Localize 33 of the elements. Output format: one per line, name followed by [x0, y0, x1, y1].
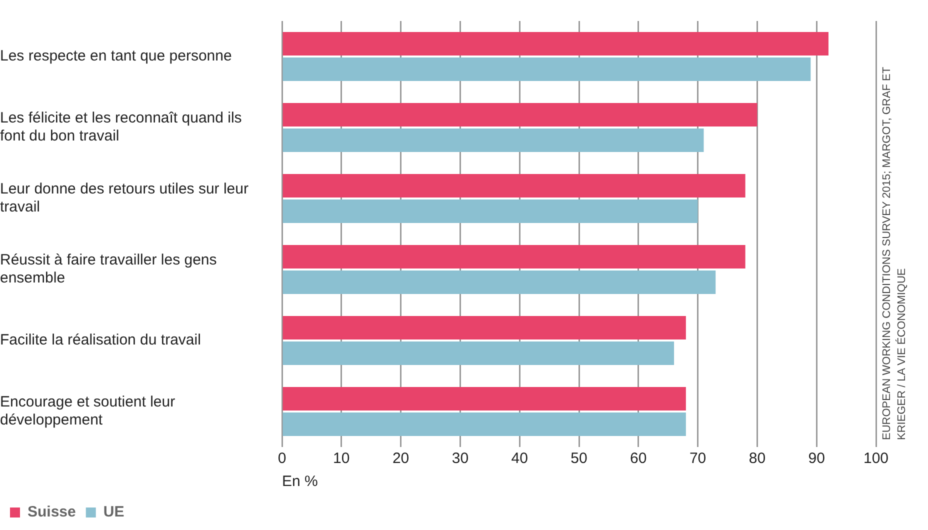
x-tick-label: 80	[748, 450, 766, 468]
y-tick-label: Les félicite et les reconnaît quand ils font du bon travail	[0, 110, 242, 145]
x-tick-label: 10	[333, 450, 350, 468]
text: EUROPEAN WORKING CONDITIONS SURVEY 2015; MARGOT, GRAF ET KRIEGER / LA VIE ÉCONOMIQUE	[880, 66, 909, 440]
x-axis-title: En %	[282, 473, 318, 490]
bar	[282, 270, 716, 294]
bar	[282, 316, 686, 340]
bar	[282, 128, 704, 152]
bar	[282, 244, 746, 268]
legend-label: Suisse	[28, 504, 76, 521]
x-tick-label: 50	[570, 450, 588, 468]
y-tick-label: Encourage et soutient leur développement	[0, 394, 176, 429]
bar	[282, 32, 828, 56]
bar	[282, 200, 698, 224]
bar	[282, 342, 674, 366]
x-tick-label: 70	[689, 450, 706, 468]
x-tick-label: 30	[452, 450, 469, 468]
y-tick-label: Réussit à faire travailler les gens ensemble	[0, 252, 217, 287]
x-tick-label: 100	[863, 450, 889, 468]
bar	[282, 102, 758, 126]
x-tick-label: 90	[808, 450, 825, 468]
legend-label: UE	[103, 504, 124, 521]
x-tick-label: 40	[511, 450, 528, 468]
y-tick-label: Leur donne des retours utiles sur leur travail	[0, 180, 248, 216]
x-tick-label: 20	[392, 450, 410, 468]
y-tick-label: Les respecte en tant que personne	[0, 48, 232, 65]
bar	[282, 174, 746, 198]
y-tick-label: Facilite la réalisation du travail	[0, 332, 201, 349]
bar	[282, 386, 686, 410]
x-tick-label: 0	[278, 450, 286, 468]
bar	[282, 412, 686, 436]
x-tick-label: 60	[630, 450, 647, 468]
bar	[282, 58, 811, 82]
